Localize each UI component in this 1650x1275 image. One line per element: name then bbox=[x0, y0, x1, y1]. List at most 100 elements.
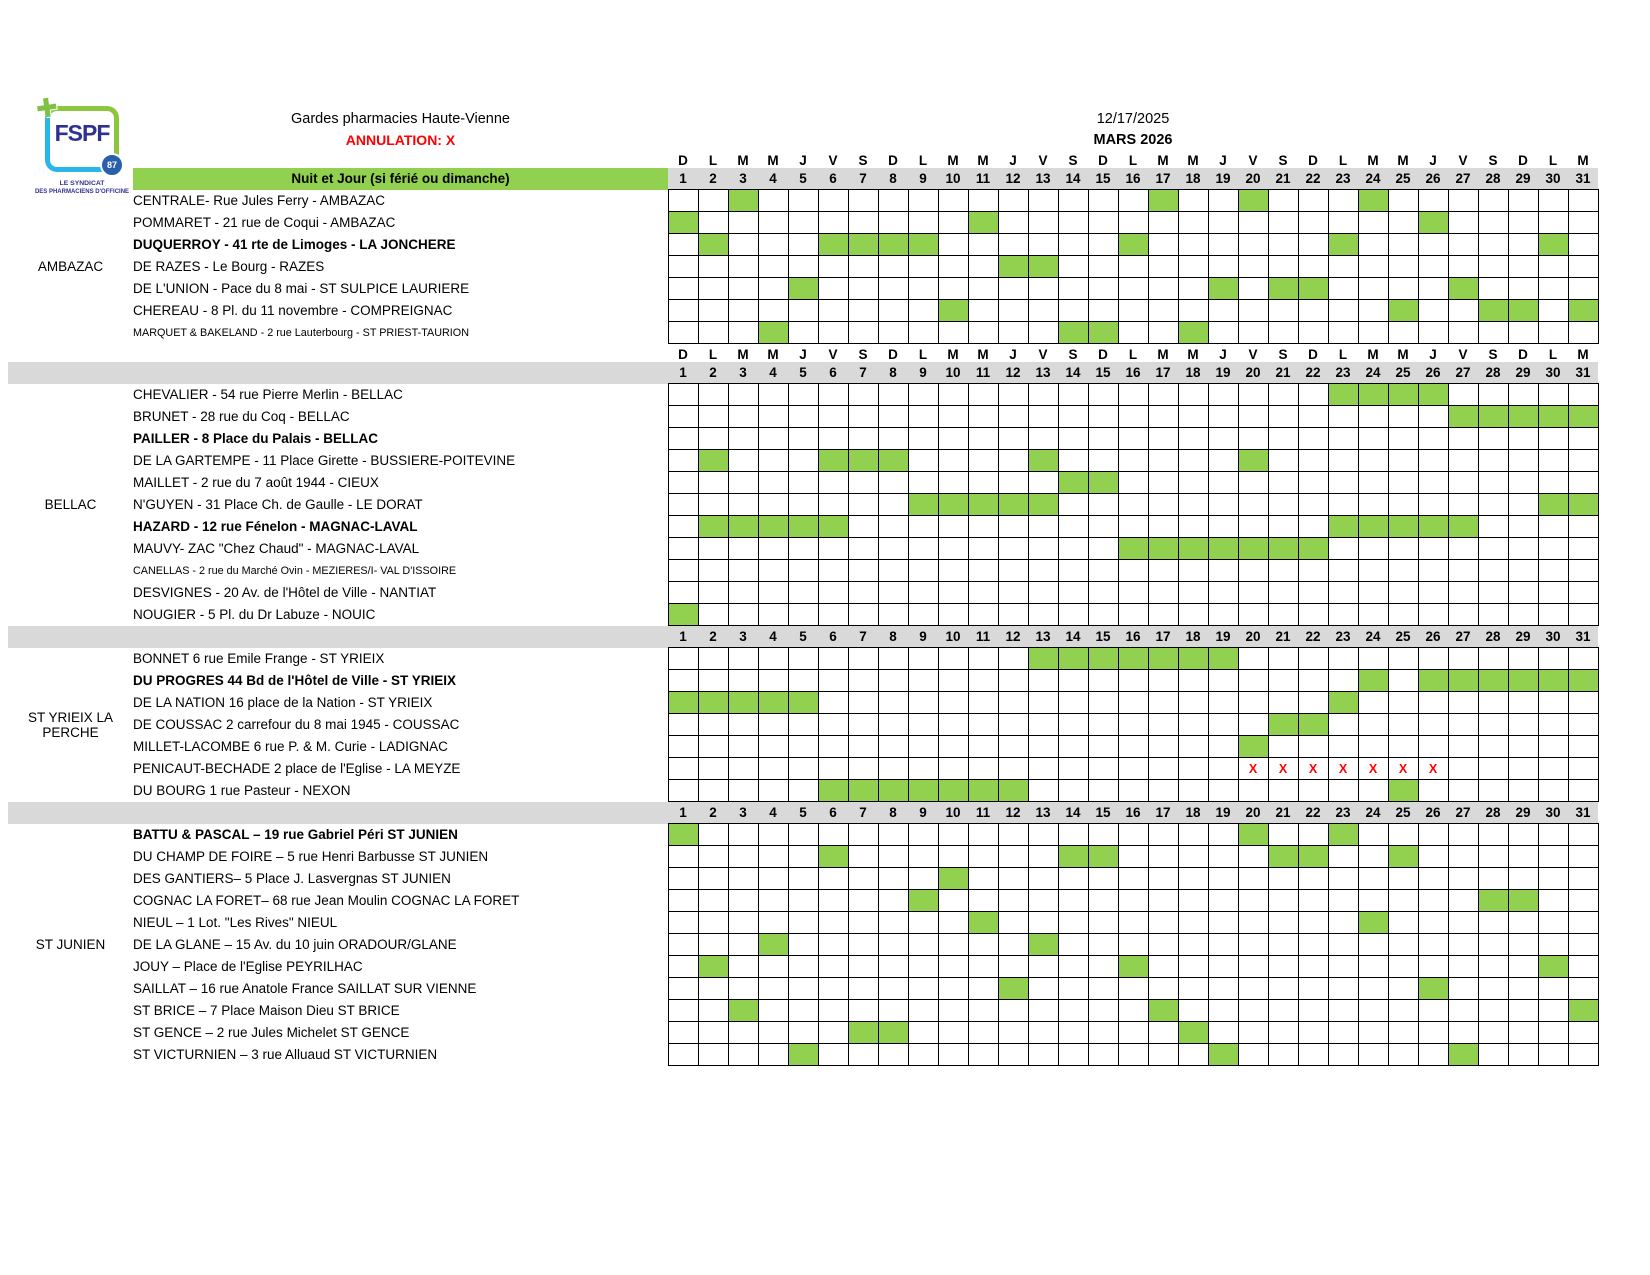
pharmacy-name: DESVIGNES - 20 Av. de l'Hôtel de Ville -… bbox=[133, 585, 437, 600]
duty-cell-day-1 bbox=[667, 383, 699, 406]
duty-cell-day-16 bbox=[1117, 823, 1149, 846]
date-number: 22 bbox=[1298, 168, 1328, 190]
duty-cell-day-21 bbox=[1267, 321, 1299, 344]
duty-cell-day-2 bbox=[697, 823, 729, 846]
pharmacy-row: POMMARET - 21 rue de Coqui - AMBAZAC bbox=[8, 211, 1599, 234]
duty-cell-day-26 bbox=[1417, 537, 1449, 560]
duty-cell-day-16 bbox=[1117, 427, 1149, 450]
duty-cell-day-12 bbox=[997, 277, 1029, 300]
duty-cell-day-16 bbox=[1117, 493, 1149, 516]
duty-cell-day-9 bbox=[907, 493, 939, 516]
duty-cell-day-7 bbox=[847, 559, 879, 582]
duty-cell-day-20 bbox=[1237, 405, 1269, 428]
duty-cell-day-11 bbox=[967, 977, 999, 1000]
duty-cell-day-1 bbox=[667, 427, 699, 450]
pharmacy-name: MAILLET - 2 rue du 7 août 1944 - CIEUX bbox=[133, 475, 379, 490]
duty-cell-day-12 bbox=[997, 1043, 1029, 1066]
duty-cell-day-10 bbox=[937, 779, 969, 802]
duty-cell-day-20 bbox=[1237, 1021, 1269, 1044]
duty-cell-day-15 bbox=[1087, 233, 1119, 256]
duty-cell-day-7 bbox=[847, 581, 879, 604]
duty-cell-day-8 bbox=[877, 383, 909, 406]
band-spacer bbox=[8, 362, 133, 384]
duty-cell-day-21 bbox=[1267, 559, 1299, 582]
duty-cell-day-5 bbox=[787, 867, 819, 890]
duty-cell-day-19 bbox=[1207, 255, 1239, 278]
duty-cell-day-26 bbox=[1417, 669, 1449, 692]
pharmacy-name: DE LA NATION 16 place de la Nation - ST … bbox=[133, 695, 433, 710]
pharmacy-name: DU BOURG 1 rue Pasteur - NEXON bbox=[133, 783, 351, 798]
duty-cell-day-2 bbox=[697, 233, 729, 256]
duty-cell-day-10 bbox=[937, 889, 969, 912]
duty-cell-day-29 bbox=[1507, 999, 1539, 1022]
duty-cell-day-17 bbox=[1147, 647, 1179, 670]
duty-cell-day-6 bbox=[817, 1021, 849, 1044]
duty-cell-day-25 bbox=[1387, 493, 1419, 516]
day-letter: S bbox=[1488, 347, 1498, 362]
duty-cell-day-2 bbox=[697, 603, 729, 626]
duty-cell-day-6 bbox=[817, 383, 849, 406]
fspf-acronym: FSPF bbox=[54, 120, 111, 146]
duty-cell-day-11 bbox=[967, 255, 999, 278]
duty-cell-day-19 bbox=[1207, 559, 1239, 582]
duty-cell-day-17 bbox=[1147, 911, 1179, 934]
duty-cell-day-16 bbox=[1117, 189, 1149, 212]
day-letter: D bbox=[888, 153, 898, 168]
duty-cell-day-25 bbox=[1387, 779, 1419, 802]
date-number: 20 bbox=[1238, 626, 1268, 648]
duty-cell-day-17 bbox=[1147, 955, 1179, 978]
date-number: 20 bbox=[1238, 802, 1268, 824]
duty-cell-day-26 bbox=[1417, 845, 1449, 868]
duty-cell-day-24 bbox=[1357, 1043, 1389, 1066]
annulation-note: ANNULATION: X bbox=[345, 132, 456, 148]
duty-cell-day-14 bbox=[1057, 211, 1089, 234]
duty-cell-day-4 bbox=[757, 779, 789, 802]
duty-cell-day-2 bbox=[697, 321, 729, 344]
duty-cell-day-15 bbox=[1087, 559, 1119, 582]
duty-cell-day-31 bbox=[1567, 493, 1599, 516]
duty-cell-day-1 bbox=[667, 255, 699, 278]
duty-cell-day-16 bbox=[1117, 515, 1149, 538]
duty-cell-day-23 bbox=[1327, 383, 1359, 406]
duty-cell-day-16 bbox=[1117, 735, 1149, 758]
duty-cell-day-12 bbox=[997, 669, 1029, 692]
duty-cell-day-31 bbox=[1567, 823, 1599, 846]
duty-cell-day-31 bbox=[1567, 691, 1599, 714]
date-number: 2 bbox=[698, 362, 728, 384]
duty-cell-day-26 bbox=[1417, 405, 1449, 428]
cancellation-x-mark: X bbox=[1308, 761, 1318, 776]
duty-cell-day-28 bbox=[1477, 559, 1509, 582]
duty-cell-day-5 bbox=[787, 277, 819, 300]
duty-cell-day-3 bbox=[727, 537, 759, 560]
duty-cell-day-18 bbox=[1177, 515, 1209, 538]
duty-cell-day-22 bbox=[1297, 669, 1329, 692]
date-number: 25 bbox=[1388, 362, 1418, 384]
duty-cell-day-29 bbox=[1507, 647, 1539, 670]
duty-cell-day-31 bbox=[1567, 845, 1599, 868]
day-letter: V bbox=[1038, 347, 1048, 362]
duty-cell-day-24 bbox=[1357, 735, 1389, 758]
date-number: 28 bbox=[1478, 626, 1508, 648]
duty-cell-day-22 bbox=[1297, 255, 1329, 278]
duty-cell-day-21 bbox=[1267, 299, 1299, 322]
duty-cell-day-4 bbox=[757, 691, 789, 714]
duty-cell-day-2 bbox=[697, 189, 729, 212]
duty-cell-day-7 bbox=[847, 405, 879, 428]
duty-cell-day-19 bbox=[1207, 211, 1239, 234]
date-number: 11 bbox=[968, 802, 998, 824]
date-number: 16 bbox=[1118, 802, 1148, 824]
duty-cell-day-26 bbox=[1417, 735, 1449, 758]
duty-cell-day-21 bbox=[1267, 977, 1299, 1000]
duty-cell-day-16 bbox=[1117, 603, 1149, 626]
pharmacy-name: BRUNET - 28 rue du Coq - BELLAC bbox=[133, 409, 350, 424]
duty-cell-day-20 bbox=[1237, 647, 1269, 670]
duty-cell-day-10 bbox=[937, 277, 969, 300]
duty-cell-day-12 bbox=[997, 405, 1029, 428]
duty-cell-day-27 bbox=[1447, 277, 1479, 300]
duty-cell-day-26 bbox=[1417, 515, 1449, 538]
duty-cell-day-13 bbox=[1027, 823, 1059, 846]
duty-cell-day-8 bbox=[877, 493, 909, 516]
duty-cell-day-7 bbox=[847, 471, 879, 494]
duty-cell-day-5 bbox=[787, 299, 819, 322]
duty-cell-day-12 bbox=[997, 471, 1029, 494]
